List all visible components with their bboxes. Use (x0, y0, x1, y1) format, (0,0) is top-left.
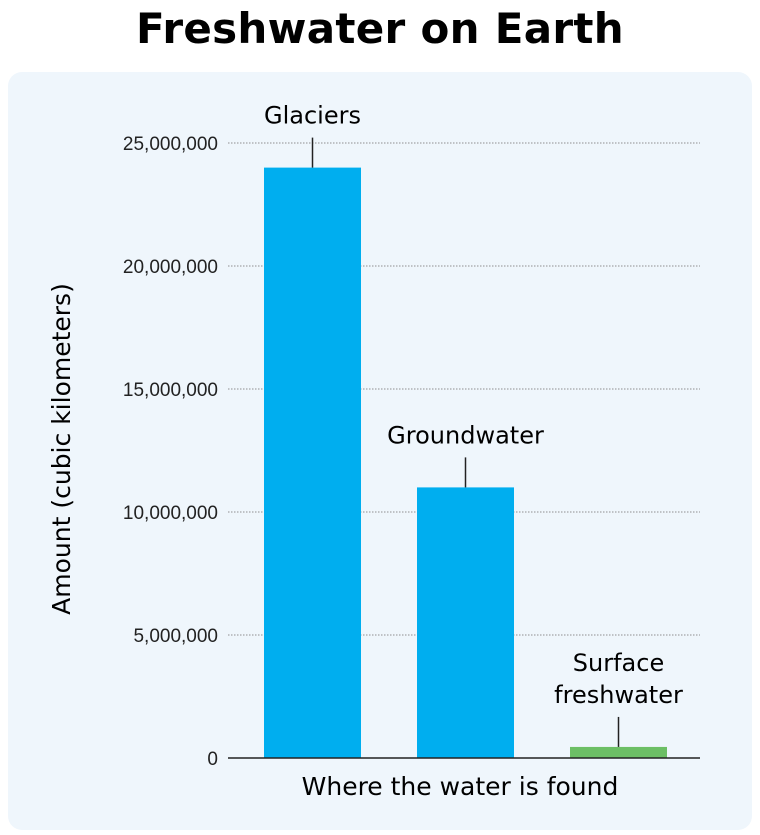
y-axis-label: Amount (cubic kilometers) (47, 283, 76, 615)
bar-groundwater (417, 487, 514, 758)
bar-labels: Glaciers Groundwater Surface freshwater (264, 102, 683, 747)
x-axis-label: Where the water is found (302, 772, 619, 801)
chart-title: Freshwater on Earth (136, 4, 624, 53)
bar-glaciers (264, 167, 361, 759)
y-tick-label: 5,000,000 (133, 626, 218, 647)
chart-panel (8, 72, 752, 830)
y-tick-label: 10,000,000 (123, 503, 218, 524)
bar-label: freshwater (554, 681, 683, 709)
y-tick-label: 25,000,000 (123, 134, 218, 155)
bar-label: Surface (573, 649, 664, 677)
y-tick-label: 15,000,000 (123, 380, 218, 401)
bar-label: Groundwater (387, 421, 544, 449)
bars (264, 167, 667, 759)
y-axis-ticks: 0 5,000,000 10,000,000 15,000,000 20,000,000… (123, 134, 218, 770)
bar-label: Glaciers (264, 102, 361, 130)
y-tick-label: 0 (207, 749, 218, 770)
bar-surface-freshwater (570, 746, 667, 758)
y-tick-label: 20,000,000 (123, 257, 218, 278)
